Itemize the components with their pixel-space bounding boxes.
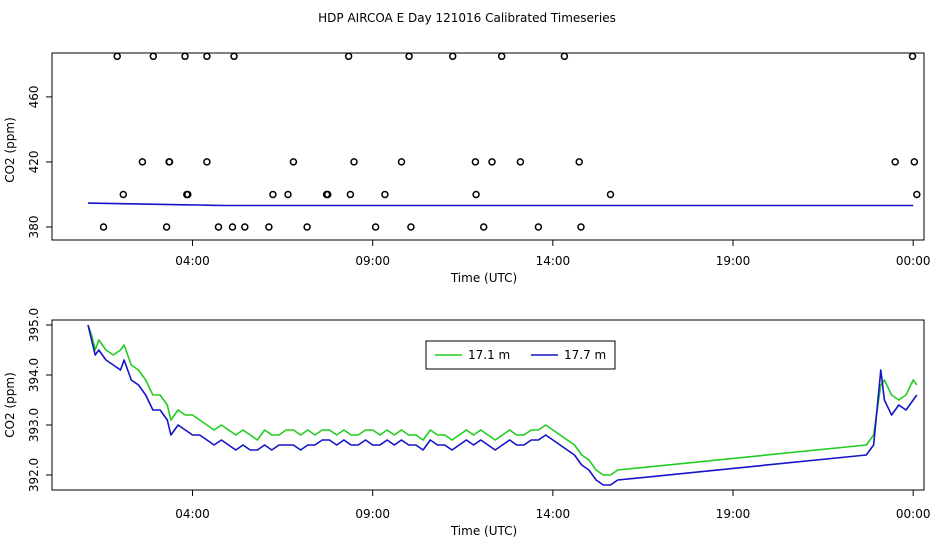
scatter-point [165, 158, 173, 166]
x-tick-label: 19:00 [716, 254, 751, 268]
scatter-point [138, 158, 147, 166]
scatter-point [405, 52, 413, 61]
scatter-point [381, 190, 389, 199]
y-tick-label: 380 [27, 216, 41, 239]
scatter-point [575, 158, 583, 166]
scatter-point [371, 223, 380, 231]
scatter-point [323, 190, 332, 199]
series-17.1m [87, 324, 918, 476]
scatter-point [99, 223, 108, 231]
y-ticks-bottom: 392.0 393.0 394.0 395.0 [27, 308, 52, 492]
scatter-point [303, 223, 311, 231]
x-tick-label: 14:00 [536, 254, 571, 268]
scatter-point [162, 223, 171, 231]
scatter-point [910, 158, 919, 166]
scatter-point [397, 158, 406, 166]
scatter-point [472, 190, 480, 199]
y-tick-label: 395.0 [27, 308, 41, 342]
y-tick-label: 393.0 [27, 408, 41, 442]
x-axis-label-bottom: Time (UTC) [450, 524, 517, 538]
plot-frame-top [51, 52, 925, 241]
scatter-point [214, 223, 223, 231]
scatter-point [284, 190, 292, 199]
panel-line: Time (UTC) CO2 (ppm) 04:00 09:00 14:00 19:0… [3, 308, 930, 538]
scatter-point [230, 52, 238, 61]
scatter-point [228, 223, 237, 231]
series-17.7m-top [87, 202, 914, 207]
x-tick-label: 14:00 [536, 507, 571, 521]
y-axis-label-top: CO2 (ppm) [3, 117, 17, 183]
scatter-point [908, 52, 917, 61]
scatter-point [913, 190, 921, 199]
legend: 17.1 m 17.7 m [425, 340, 616, 370]
scatter-point [891, 158, 899, 166]
y-tick-label: 394.0 [27, 358, 41, 392]
panel-scatter: Time (UTC) CO2 (ppm) 04:00 09:00 14:00 19:0… [3, 52, 930, 285]
y-ticks-top: 380 420 460 [27, 85, 52, 238]
scatter-point [183, 190, 191, 199]
scatter-point [241, 223, 249, 231]
x-tick-label: 00:00 [896, 507, 931, 521]
y-tick-label: 420 [27, 150, 41, 173]
chart-title: HDP AIRCOA E Day 121016 Calibrated Times… [318, 11, 616, 25]
x-tick-label: 04:00 [175, 507, 210, 521]
y-axis-label-bottom: CO2 (ppm) [3, 372, 17, 438]
scatter-point [488, 158, 496, 166]
plot-frame-bottom [51, 319, 925, 491]
scatter-point [471, 158, 480, 166]
scatter-point [577, 223, 585, 231]
scatter-point [606, 190, 615, 199]
y-tick-label: 392.0 [27, 458, 41, 492]
marks-top [87, 52, 921, 231]
y-tick-label: 460 [27, 85, 41, 108]
x-ticks-top: 04:00 09:00 14:00 19:00 00:00 [175, 240, 930, 268]
scatter-point [203, 158, 211, 166]
scatter-point [113, 52, 121, 61]
scatter-point [350, 158, 358, 166]
series-17.7m [87, 324, 918, 486]
x-axis-label-top: Time (UTC) [450, 271, 517, 285]
scatter-point [407, 223, 415, 231]
marks-bottom [87, 324, 918, 486]
x-tick-label: 19:00 [716, 507, 751, 521]
scatter-point [149, 52, 158, 61]
x-tick-label: 09:00 [355, 507, 390, 521]
scatter-point [265, 223, 273, 231]
x-tick-label: 04:00 [175, 254, 210, 268]
scatter-point [269, 190, 277, 199]
scatter-point [119, 190, 128, 199]
scatter-point [516, 158, 525, 166]
scatter-point [497, 52, 506, 61]
scatter-point [344, 52, 353, 61]
x-tick-label: 00:00 [896, 254, 931, 268]
scatter-point [289, 158, 298, 166]
scatter-point [479, 223, 488, 231]
scatter-point [181, 52, 189, 61]
scatter-point [448, 52, 457, 61]
legend-label-green: 17.1 m [468, 348, 510, 362]
legend-label-blue: 17.7 m [564, 348, 606, 362]
scatter-point [534, 223, 543, 231]
x-tick-label: 09:00 [355, 254, 390, 268]
scatter-point [560, 52, 569, 61]
scatter-point [203, 52, 211, 61]
x-ticks-bottom: 04:00 09:00 14:00 19:00 00:00 [175, 490, 930, 521]
scatter-point [346, 190, 355, 199]
